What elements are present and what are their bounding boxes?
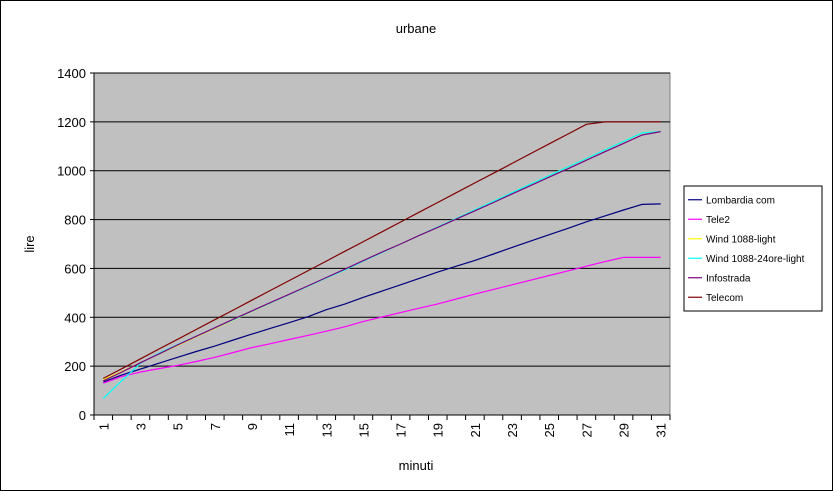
x-tick-label: 31 xyxy=(654,423,669,437)
legend: Lombardia com Tele2 Wind 1088-light Wind 10… xyxy=(683,185,823,312)
y-axis-label: lire xyxy=(22,235,37,252)
y-tick-label: 1200 xyxy=(57,115,86,130)
y-tick-label: 400 xyxy=(64,310,86,325)
legend-entry: Telecom xyxy=(706,293,743,304)
x-tick-label: 9 xyxy=(245,423,260,430)
series-line-telecom xyxy=(103,121,661,379)
y-tick-label: 600 xyxy=(64,261,86,276)
chart-title: urbane xyxy=(396,21,436,36)
legend-entry: Lombardia com xyxy=(706,195,775,206)
y-tick-label: 200 xyxy=(64,359,86,374)
legend-entry: Wind 1088-light xyxy=(706,234,776,245)
x-tick-label: 3 xyxy=(133,423,148,430)
x-tick-label: 21 xyxy=(468,423,483,437)
x-tick-label: 15 xyxy=(356,423,371,437)
plot-background xyxy=(93,72,671,416)
legend-entry: Tele2 xyxy=(706,215,730,226)
legend-entry: Infostrada xyxy=(706,273,751,284)
y-tick-label: 1000 xyxy=(57,164,86,179)
x-tick-label: 7 xyxy=(208,423,223,430)
x-tick-label: 23 xyxy=(505,423,520,437)
x-tick-label: 1 xyxy=(96,423,111,430)
x-tick-label: 5 xyxy=(171,423,186,430)
x-tick-label: 17 xyxy=(394,423,409,437)
series-line-infostrada xyxy=(103,131,661,382)
x-tick-label: 29 xyxy=(617,423,632,437)
x-tick-label: 13 xyxy=(319,423,334,437)
x-tick-label: 11 xyxy=(282,423,297,437)
legend-entry: Wind 1088-24ore-light xyxy=(706,254,805,265)
y-tick-label: 1400 xyxy=(57,66,86,81)
x-axis-label: minuti xyxy=(399,458,434,473)
x-tick-label: 27 xyxy=(579,423,594,437)
x-tick-label: 25 xyxy=(542,423,557,437)
y-tick-label: 0 xyxy=(79,408,86,423)
legend-box xyxy=(683,185,823,312)
y-tick-label: 800 xyxy=(64,213,86,228)
series-line-lombardia-com xyxy=(103,203,661,383)
series-line-tele2 xyxy=(103,256,661,384)
x-tick-label: 19 xyxy=(431,423,446,437)
